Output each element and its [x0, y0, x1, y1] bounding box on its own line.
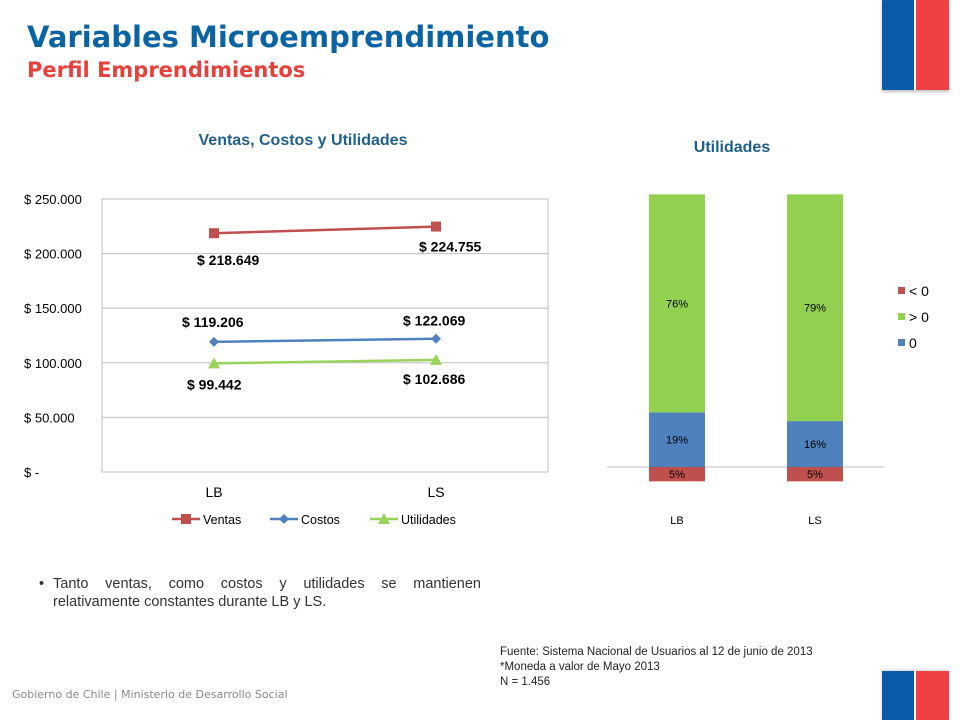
bar-segment [787, 194, 843, 422]
legend-swatch [898, 313, 905, 320]
currency-note: *Moneda a valor de Mayo 2013 [500, 661, 660, 673]
bullet-dot: • [39, 576, 45, 592]
chart-title: Ventas, Costos y Utilidades [199, 132, 408, 149]
data-point [209, 228, 219, 239]
data-label: $ 122.069 [403, 313, 465, 329]
legend-swatch [898, 287, 905, 294]
y-tick-label: $ 200.000 [24, 247, 82, 262]
x-tick-label: LB [205, 484, 222, 500]
stacked-bar-chart: Utilidades 5% 19% 76% LB 5% 16% 79% LS < 0 > 0 0 [607, 139, 929, 527]
chart-title: Utilidades [694, 139, 771, 156]
data-label: $ 99.442 [187, 376, 242, 392]
data-label: $ 218.649 [197, 252, 259, 268]
chile-flag-logo-bottom [882, 671, 949, 720]
bar-label: 79% [804, 303, 826, 315]
bar-segment-neg [649, 467, 705, 482]
y-tick-label: $ 150.000 [24, 301, 82, 316]
data-point [209, 336, 219, 347]
legend-swatch [898, 339, 905, 346]
legend-marker [181, 514, 191, 524]
bar-segment [649, 194, 705, 413]
y-tick-label: $ 250.000 [24, 192, 82, 207]
footer-text: Gobierno de Chile | Ministerio de Desarr… [12, 688, 288, 701]
chile-flag-logo-top [882, 0, 949, 90]
y-tick-label: $ 50.000 [24, 410, 75, 425]
y-tick-label: $ - [24, 465, 39, 480]
data-label: $ 102.686 [403, 371, 465, 387]
data-point [430, 353, 442, 365]
legend-label: Ventas [203, 513, 241, 527]
bar-label: 5% [669, 469, 685, 481]
bar-label: 16% [804, 439, 826, 451]
series-line-ventas [213, 225, 437, 235]
data-label: $ 224.755 [419, 239, 481, 255]
data-point [431, 333, 441, 344]
y-tick-label: $ 100.000 [24, 356, 82, 371]
legend-marker [279, 514, 289, 524]
bar-label: 19% [666, 435, 688, 447]
summary-text: Tanto ventas, como costos y utilidades s… [53, 576, 481, 610]
legend-label: Utilidades [401, 513, 456, 527]
x-tick-label: LS [808, 515, 821, 527]
legend-label: < 0 [909, 283, 929, 299]
bar-segment [787, 421, 843, 467]
x-tick-label: LB [670, 515, 683, 527]
x-tick-label: LS [427, 484, 444, 500]
legend-label: 0 [909, 335, 917, 351]
bar-segment-neg [787, 467, 843, 482]
bar-label: 5% [807, 469, 823, 481]
bar-label: 76% [666, 298, 688, 310]
data-point [431, 221, 441, 232]
page-title: Variables Microemprendimiento [27, 20, 550, 54]
legend-label: > 0 [909, 309, 929, 325]
source-notes: Fuente: Sistema Nacional de Usuarios al … [500, 645, 813, 690]
data-label: $ 119.206 [182, 314, 244, 330]
legend-label: Costos [301, 513, 340, 527]
series-line-utilidades [213, 358, 437, 365]
sample-size: N = 1.456 [500, 676, 551, 688]
page-subtitle: Perfil Emprendimientos [27, 58, 306, 82]
data-point [208, 357, 220, 369]
series-line-costos [213, 337, 437, 344]
line-chart: Ventas, Costos y Utilidades $ 250.000 $ 20… [24, 132, 549, 527]
source-line: Fuente: Sistema Nacional de Usuarios al … [500, 646, 813, 658]
bar-segment [649, 412, 705, 467]
legend-marker [378, 513, 390, 524]
summary-bullet: • Tanto ventas, como costos y utilidades… [39, 575, 481, 611]
